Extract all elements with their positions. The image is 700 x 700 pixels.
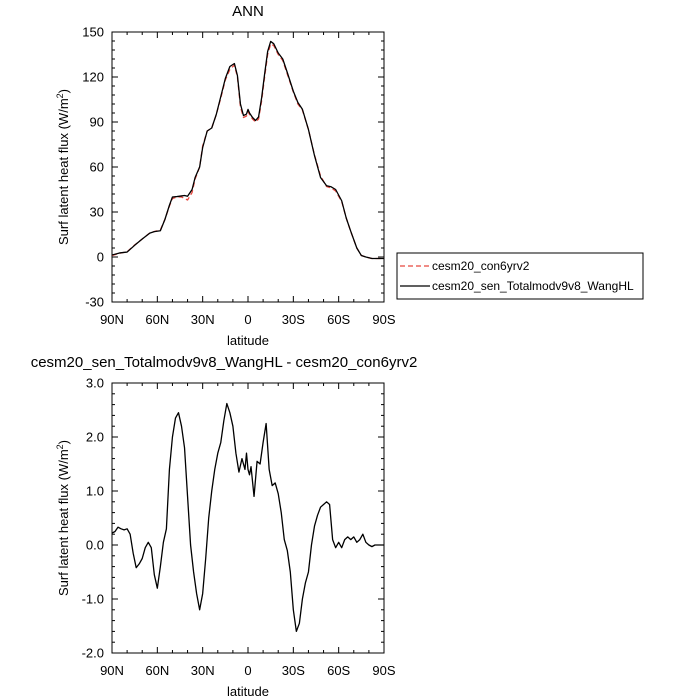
y-tick-label: 1.0 (86, 484, 104, 499)
y-tick-label: 3.0 (86, 376, 104, 391)
y-tick-label: 0 (97, 250, 104, 265)
y-axis-title: Surf latent heat flux (W/m2) (55, 89, 71, 245)
x-tick-label: 90N (100, 312, 124, 327)
y-tick-label: -30 (85, 295, 104, 310)
x-axis-title: latitude (227, 333, 269, 348)
x-tick-label: 30N (191, 663, 215, 678)
y-tick-label: 60 (90, 160, 104, 175)
x-tick-label: 0 (244, 663, 251, 678)
top-panel: ANN -30 0 30 60 90 120 150 90N 60N 30N 0 30S 60S 90S la… (55, 3, 396, 348)
y-tick-label: 30 (90, 205, 104, 220)
x-axis-title: latitude (227, 684, 269, 699)
bottom-panel: cesm20_sen_Totalmodv9v8_WangHL - cesm20_… (31, 354, 418, 699)
series-line-cesm20_sen_Totalmodv9v8_WangHL (112, 40, 384, 260)
x-tick-label: 90S (372, 312, 395, 327)
x-tick-label: 60N (145, 663, 169, 678)
y-tick-label: 2.0 (86, 430, 104, 445)
x-tick-label: 90S (372, 663, 395, 678)
legend-label: cesm20_sen_Totalmodv9v8_WangHL (432, 279, 634, 293)
chart-title: cesm20_sen_Totalmodv9v8_WangHL - cesm20_… (31, 354, 418, 371)
x-tick-label: 0 (244, 312, 251, 327)
y-tick-label: -1.0 (82, 592, 104, 607)
legend-label: cesm20_con6yrv2 (432, 259, 530, 273)
x-tick-label: 30N (191, 312, 215, 327)
chart-title: ANN (232, 3, 264, 20)
x-tick-label: 60S (327, 312, 350, 327)
y-tick-label: 0.0 (86, 538, 104, 553)
legend: cesm20_con6yrv2 cesm20_sen_Totalmodv9v8_W… (396, 252, 644, 300)
series-line-difference (112, 402, 384, 633)
plot-frame (111, 31, 385, 303)
y-tick-label: 150 (82, 25, 104, 40)
legend-box (396, 252, 644, 300)
x-tick-label: 30S (282, 312, 305, 327)
y-axis-title: Surf latent heat flux (W/m2) (55, 440, 71, 596)
plot-frame (111, 382, 385, 654)
x-tick-label: 60N (145, 312, 169, 327)
x-tick-label: 60S (327, 663, 350, 678)
series-line-cesm20_con6yrv2 (112, 43, 384, 260)
y-tick-label: 120 (82, 70, 104, 85)
y-tick-label: -2.0 (82, 646, 104, 661)
x-tick-label: 90N (100, 663, 124, 678)
y-tick-label: 90 (90, 115, 104, 130)
x-tick-label: 30S (282, 663, 305, 678)
